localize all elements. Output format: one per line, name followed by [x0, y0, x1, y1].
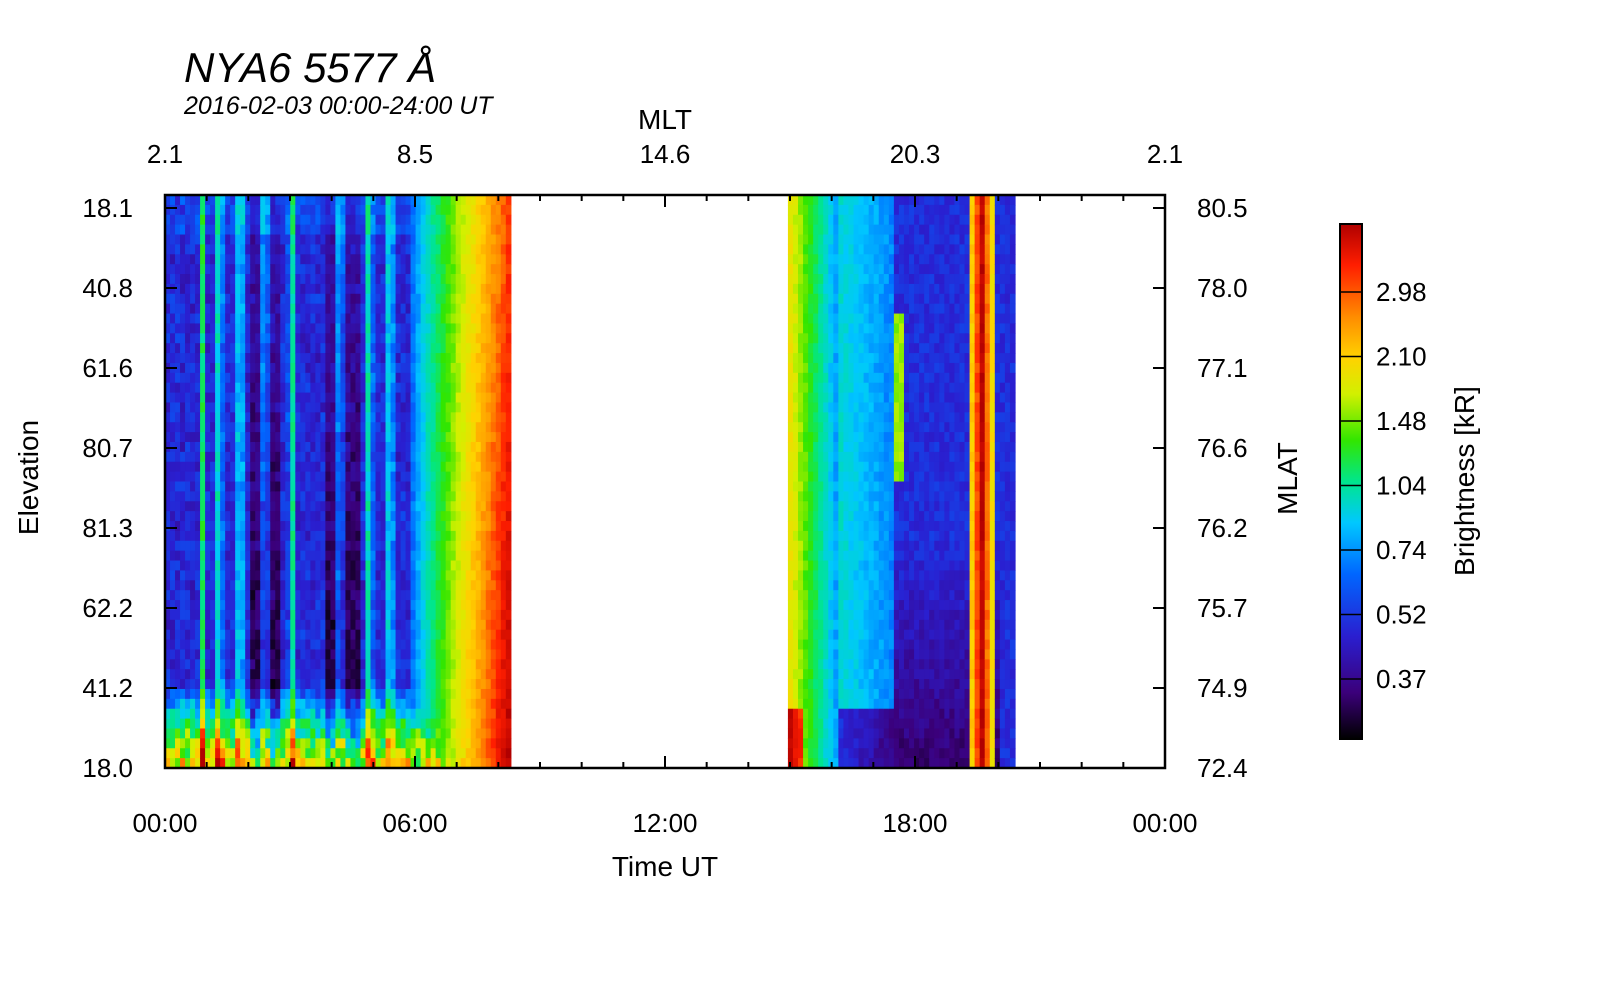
mlt-tick-label: 20.3	[890, 139, 941, 169]
elevation-tick-label: 61.6	[82, 353, 133, 383]
mlt-tick-label: 2.1	[147, 139, 183, 169]
colorbar-tick-label: 0.37	[1376, 664, 1427, 694]
chart-subtitle: 2016-02-03 00:00-24:00 UT	[184, 92, 493, 120]
elevation-tick-label: 62.2	[82, 593, 133, 623]
data-segment-2	[787, 195, 1016, 769]
x-tick-label: 18:00	[882, 808, 947, 838]
y-axis-label: Elevation	[13, 420, 44, 535]
elevation-tick-label: 80.7	[82, 433, 133, 463]
mlt-tick-label: 2.1	[1147, 139, 1183, 169]
elevation-tick-label: 81.3	[82, 513, 133, 543]
elevation-tick-label: 18.1	[82, 193, 133, 223]
mlat-tick-label: 72.4	[1197, 753, 1248, 783]
x-tick-label: 12:00	[632, 808, 697, 838]
elevation-tick-label: 40.8	[82, 273, 133, 303]
colorbar-label: Brightness [kR]	[1449, 386, 1480, 576]
x-tick-label: 00:00	[1132, 808, 1197, 838]
elevation-tick-label: 41.2	[82, 673, 133, 703]
mlt-axis-label: MLT	[638, 104, 692, 135]
mlat-tick-label: 76.2	[1197, 513, 1248, 543]
colorbar-tick-label: 1.04	[1376, 471, 1427, 501]
colorbar	[1339, 223, 1363, 740]
mlat-tick-label: 74.9	[1197, 673, 1248, 703]
colorbar-tick-label: 0.52	[1376, 600, 1427, 630]
mlat-axis-label: MLAT	[1272, 442, 1303, 515]
x-tick-label: 06:00	[382, 808, 447, 838]
colorbar-tick-label: 2.10	[1376, 342, 1427, 372]
mlat-tick-label: 75.7	[1197, 593, 1248, 623]
x-tick-label: 00:00	[132, 808, 197, 838]
mlt-tick-label: 14.6	[640, 139, 691, 169]
data-segment-1	[165, 195, 512, 769]
x-axis-label: Time UT	[612, 851, 718, 882]
chart-title: NYA6 5577 Å	[184, 44, 437, 91]
elevation-tick-label: 18.0	[82, 753, 133, 783]
heatmap-plot-area	[165, 195, 1016, 769]
colorbar-tick-label: 2.98	[1376, 277, 1427, 307]
colorbar-tick-label: 0.74	[1376, 535, 1427, 565]
mlat-tick-label: 80.5	[1197, 193, 1248, 223]
colorbar-tick-label: 1.48	[1376, 406, 1427, 436]
mlt-tick-label: 8.5	[397, 139, 433, 169]
mlat-tick-label: 78.0	[1197, 273, 1248, 303]
mlat-tick-label: 77.1	[1197, 353, 1248, 383]
mlat-tick-label: 76.6	[1197, 433, 1248, 463]
